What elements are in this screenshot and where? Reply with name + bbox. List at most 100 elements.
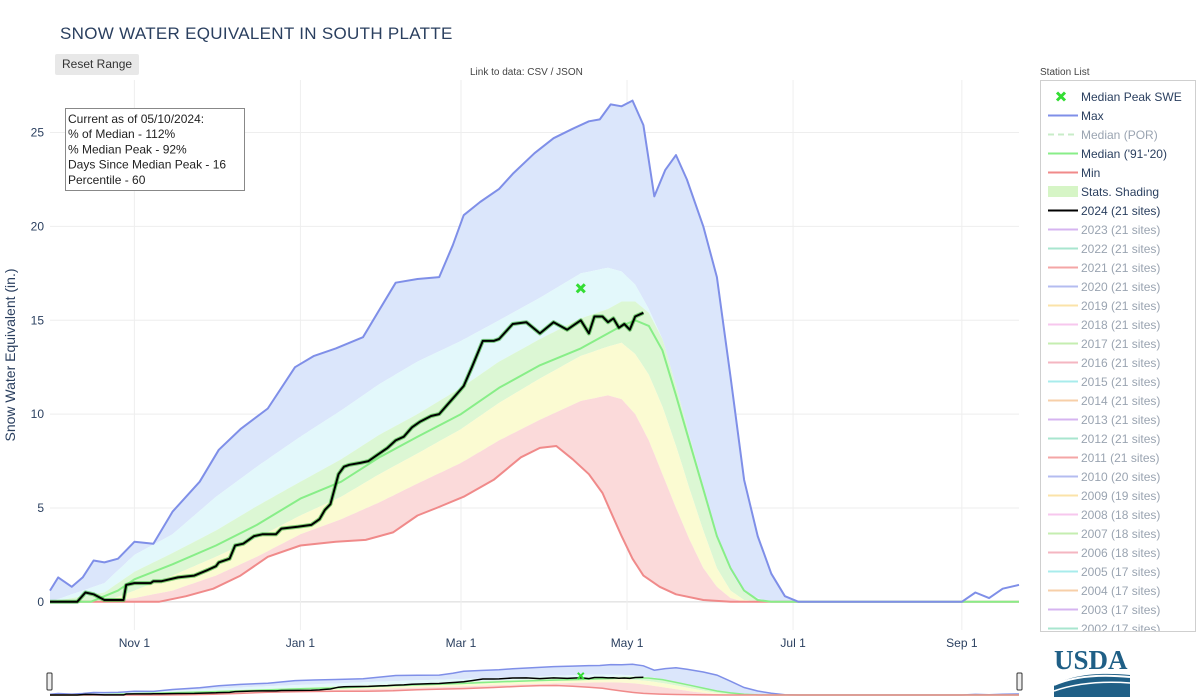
legend-item[interactable]: 2008 (18 sites)	[1041, 505, 1195, 524]
legend-swatch	[1041, 296, 1081, 315]
info-box-line: Percentile - 60	[68, 173, 146, 187]
legend-item[interactable]: 2022 (21 sites)	[1041, 239, 1195, 258]
legend-item[interactable]: 2023 (21 sites)	[1041, 220, 1195, 239]
legend-item[interactable]: 2012 (21 sites)	[1041, 429, 1195, 448]
legend-label: 2020 (21 sites)	[1081, 279, 1161, 294]
legend-item[interactable]: 2002 (17 sites)	[1041, 619, 1195, 632]
legend-item[interactable]: 2021 (21 sites)	[1041, 258, 1195, 277]
legend-swatch	[1041, 315, 1081, 334]
legend-item[interactable]: 2019 (21 sites)	[1041, 296, 1195, 315]
legend-swatch	[1041, 543, 1081, 562]
min-line	[50, 445, 1019, 603]
page-title: SNOW WATER EQUIVALENT IN SOUTH PLATTE	[60, 24, 453, 43]
legend-item[interactable]: Min	[1041, 163, 1195, 182]
legend-swatch	[1041, 258, 1081, 277]
x-tick-label: Jul 1	[780, 636, 806, 650]
legend-item[interactable]: Median ('91-'20)	[1041, 144, 1195, 163]
legend-label: 2021 (21 sites)	[1081, 260, 1161, 275]
shading-band-p70-p90	[50, 267, 867, 602]
info-box-line: % Median Peak - 92%	[68, 142, 187, 156]
legend-item[interactable]: Median (POR)	[1041, 125, 1195, 144]
legend-item[interactable]: 2020 (21 sites)	[1041, 277, 1195, 296]
legend-item[interactable]: 2016 (21 sites)	[1041, 353, 1195, 372]
x-tick-label: May 1	[611, 636, 644, 650]
legend-label: 2002 (17 sites)	[1081, 621, 1161, 632]
legend-swatch	[1041, 562, 1081, 581]
legend-label: 2024 (21 sites)	[1081, 203, 1161, 218]
range-slider-left-handle[interactable]	[46, 672, 53, 691]
station-list-label[interactable]: Station List	[1040, 67, 1090, 78]
legend-swatch	[1041, 182, 1081, 201]
legend-item[interactable]: 2003 (17 sites)	[1041, 600, 1195, 619]
csv-link[interactable]: CSV	[527, 67, 548, 78]
legend-item[interactable]: 2014 (21 sites)	[1041, 391, 1195, 410]
legend-swatch	[1041, 600, 1081, 619]
legend-label: 2017 (21 sites)	[1081, 336, 1161, 351]
mini-current-year-line	[50, 676, 644, 696]
legend-label: Stats. Shading	[1081, 184, 1160, 199]
json-link[interactable]: JSON	[556, 67, 583, 78]
y-tick-label: 0	[37, 595, 44, 609]
legend-item[interactable]: 2011 (21 sites)	[1041, 448, 1195, 467]
legend-swatch	[1041, 372, 1081, 391]
legend-label: Min	[1081, 165, 1101, 180]
range-slider-right-handle[interactable]	[1016, 672, 1023, 691]
legend-label: 2010 (20 sites)	[1081, 469, 1161, 484]
legend-swatch	[1041, 619, 1081, 631]
usda-logo-text: USDA	[1054, 645, 1128, 675]
legend-item[interactable]: Median Peak SWE	[1041, 87, 1195, 106]
mini-band	[50, 664, 867, 695]
legend-item[interactable]: 2017 (21 sites)	[1041, 334, 1195, 353]
legend-label: 2015 (21 sites)	[1081, 374, 1161, 389]
legend-item[interactable]: 2018 (21 sites)	[1041, 315, 1195, 334]
current-year-line	[50, 311, 644, 603]
legend-label: 2014 (21 sites)	[1081, 393, 1161, 408]
legend-label: 2008 (18 sites)	[1081, 507, 1161, 522]
max-line	[49, 99, 1020, 603]
legend-item[interactable]: Stats. Shading	[1041, 182, 1195, 201]
y-tick-label: 15	[31, 313, 45, 327]
legend-item[interactable]: 2024 (21 sites)	[1041, 201, 1195, 220]
mini-band	[50, 674, 867, 695]
legend-label: 2019 (21 sites)	[1081, 298, 1161, 313]
chart-legend[interactable]: Median Peak SWE Max Median (POR) Median ('9…	[1040, 80, 1196, 632]
x-tick-label: Nov 1	[119, 636, 151, 650]
legend-swatch	[1041, 239, 1081, 258]
legend-swatch	[1041, 505, 1081, 524]
legend-swatch	[1041, 125, 1081, 144]
legend-label: Median ('91-'20)	[1081, 146, 1167, 161]
legend-item[interactable]: Max	[1041, 106, 1195, 125]
legend-item[interactable]: 2007 (18 sites)	[1041, 524, 1195, 543]
legend-label: 2016 (21 sites)	[1081, 355, 1161, 370]
legend-label: 2018 (21 sites)	[1081, 317, 1161, 332]
legend-label: 2012 (21 sites)	[1081, 431, 1161, 446]
legend-item[interactable]: 2013 (21 sites)	[1041, 410, 1195, 429]
mini-line	[50, 684, 1019, 696]
legend-swatch	[1041, 486, 1081, 505]
legend-swatch	[1041, 448, 1081, 467]
mini-band	[50, 679, 867, 695]
x-tick-label: Sep 1	[946, 636, 978, 650]
legend-swatch	[1041, 353, 1081, 372]
legend-label: Median (POR)	[1081, 127, 1158, 142]
legend-item[interactable]: 2010 (20 sites)	[1041, 467, 1195, 486]
legend-swatch	[1041, 163, 1081, 182]
reset-range-button[interactable]: Reset Range	[55, 54, 140, 75]
info-box	[65, 108, 245, 191]
median-peak-marker[interactable]	[575, 283, 586, 294]
legend-label: 2006 (18 sites)	[1081, 545, 1161, 560]
legend-item[interactable]: 2009 (19 sites)	[1041, 486, 1195, 505]
legend-label: 2005 (17 sites)	[1081, 564, 1161, 579]
legend-item[interactable]: 2006 (18 sites)	[1041, 543, 1195, 562]
legend-swatch	[1041, 201, 1081, 220]
legend-swatch	[1041, 87, 1081, 106]
legend-swatch	[1041, 581, 1081, 600]
legend-item[interactable]: 2004 (17 sites)	[1041, 581, 1195, 600]
legend-label: 2003 (17 sites)	[1081, 602, 1161, 617]
legend-item[interactable]: 2015 (21 sites)	[1041, 372, 1195, 391]
y-axis-title: Snow Water Equivalent (in.)	[2, 269, 18, 442]
legend-swatch	[1041, 220, 1081, 239]
legend-swatch	[1041, 524, 1081, 543]
legend-item[interactable]: 2005 (17 sites)	[1041, 562, 1195, 581]
